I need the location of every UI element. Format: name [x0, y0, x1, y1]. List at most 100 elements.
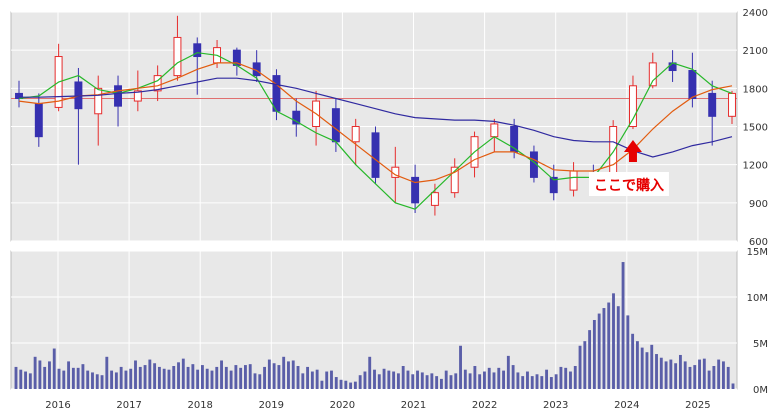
volume-bar [200, 365, 204, 389]
candle-body [450, 166, 459, 194]
candle-body [292, 110, 301, 125]
candle-body [371, 132, 380, 178]
volume-bar [616, 306, 620, 389]
volume-bar [693, 365, 697, 389]
volume-bar [148, 359, 152, 389]
volume-bar [24, 371, 27, 389]
volume-bar [406, 370, 410, 389]
volume-bar [143, 365, 147, 389]
buy-arrow [623, 140, 642, 162]
volume-bar [177, 362, 180, 389]
candle-body [272, 75, 281, 112]
volume-bar [698, 359, 701, 389]
volume-bar [181, 358, 185, 389]
volume-bar [301, 373, 305, 389]
volume-bar [607, 302, 611, 389]
year-tick-label: 2024 [614, 400, 639, 411]
volume-bar [717, 359, 721, 389]
x-axis: 2016 2017 2018 2019 2020 2021 2022 2023 2024 2025 [45, 400, 710, 411]
volume-bar [272, 363, 276, 389]
volume-bar [659, 357, 663, 389]
volume-bar [334, 377, 338, 389]
volume-bar [425, 375, 429, 389]
volume-bar [678, 354, 682, 389]
volume-bar [635, 341, 639, 389]
volume-bar [210, 370, 214, 389]
volume-bar [320, 380, 324, 389]
volume-bar [497, 367, 501, 389]
volume-bar [368, 356, 372, 389]
volume-bar [559, 366, 563, 389]
volume-bar [483, 371, 486, 389]
volume-bar [315, 369, 319, 389]
volume-bar [363, 371, 367, 389]
volume-bar [119, 366, 123, 389]
candle-body [94, 87, 103, 115]
volume-bar [153, 363, 157, 389]
year-tick-label: 2018 [187, 400, 212, 411]
volume-bar [444, 370, 448, 389]
candle-body [490, 123, 499, 138]
volume-bar [487, 367, 491, 389]
volume-bar [373, 369, 376, 389]
volume-bar [38, 360, 42, 389]
candle-body [629, 85, 637, 127]
candle-body [193, 43, 202, 58]
volume-bar [674, 363, 678, 389]
candle-body [688, 70, 697, 100]
volume-bar [535, 374, 539, 389]
volume-bar [712, 366, 716, 389]
volume-bar [248, 364, 252, 389]
volume-bar [669, 359, 673, 389]
volume-tick-label: 10M [747, 293, 768, 304]
volume-bar [310, 371, 314, 389]
buy-label-bg [588, 172, 669, 196]
volume-bar [602, 308, 606, 389]
price-tick-label: 600 [749, 237, 768, 248]
volume-bar [287, 361, 290, 389]
candle-body [609, 126, 618, 181]
volume-bar [71, 367, 75, 389]
volume-bar [621, 262, 625, 389]
candle-body [728, 92, 736, 117]
volume-bar [645, 352, 649, 389]
volume-bar [100, 375, 104, 389]
volume-bar [234, 365, 238, 389]
volume-bar [134, 360, 137, 389]
volume-bar [650, 344, 654, 389]
volume-bar [57, 368, 61, 389]
volume-bar [162, 368, 166, 389]
candle-body [15, 92, 23, 100]
volume-bar [172, 366, 176, 389]
volume-bar [554, 374, 558, 389]
volume-bar [253, 373, 257, 389]
volume-bar [282, 356, 286, 389]
volume-bar [463, 369, 467, 389]
candle-body [173, 36, 182, 77]
year-tick-label: 2020 [330, 400, 355, 411]
volume-bar [325, 371, 329, 389]
volume-bar [129, 368, 133, 389]
volume-bar [492, 372, 496, 389]
volume-bar [349, 382, 353, 389]
candle-body [569, 170, 578, 191]
candle-body [153, 75, 162, 92]
buy-annotation: ここで購入 [588, 140, 669, 196]
volume-bar [655, 354, 658, 389]
price-tick-label: 1800 [743, 84, 768, 95]
volume-bar [473, 366, 477, 389]
volume-bar [330, 370, 333, 389]
volume-bar [583, 341, 587, 389]
volume-bar [478, 374, 482, 389]
moving-average-lines [18, 52, 733, 210]
price-tick-label: 2100 [743, 46, 768, 57]
volume-bar [19, 369, 23, 389]
volume-bar [114, 372, 118, 389]
volume-bar [439, 378, 443, 389]
candle-body [351, 126, 360, 143]
volume-bar [353, 381, 357, 389]
candle-body [34, 103, 43, 138]
volume-bar [244, 365, 247, 389]
year-tick-label: 2017 [116, 400, 141, 411]
